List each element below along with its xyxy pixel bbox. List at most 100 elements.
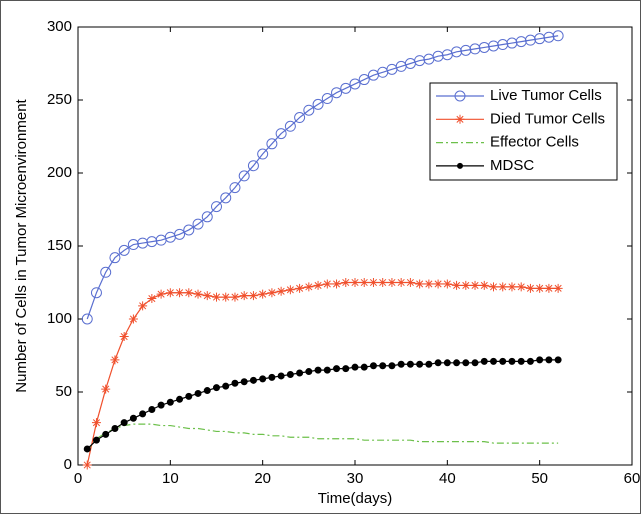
marker xyxy=(102,430,110,438)
marker xyxy=(222,382,230,390)
marker xyxy=(166,398,174,406)
marker xyxy=(138,301,148,311)
y-tick-label: 0 xyxy=(64,456,72,473)
marker xyxy=(109,252,121,264)
marker xyxy=(332,279,342,289)
marker xyxy=(127,239,139,251)
marker xyxy=(479,280,489,290)
marker xyxy=(258,289,268,299)
marker xyxy=(220,192,232,204)
marker xyxy=(174,228,186,240)
marker xyxy=(146,236,158,248)
legend-label: Live Tumor Cells xyxy=(490,87,602,104)
marker xyxy=(128,314,138,324)
marker xyxy=(176,395,184,403)
marker xyxy=(248,291,258,301)
marker xyxy=(369,362,377,370)
marker xyxy=(229,182,241,194)
marker xyxy=(525,283,535,293)
marker xyxy=(515,36,527,48)
marker xyxy=(359,278,369,287)
marker xyxy=(312,98,324,110)
marker xyxy=(416,360,424,368)
marker xyxy=(497,39,509,51)
marker xyxy=(536,356,544,364)
x-tick-label: 40 xyxy=(439,470,456,487)
marker xyxy=(148,406,156,414)
marker xyxy=(545,356,553,364)
marker xyxy=(321,93,333,105)
marker xyxy=(471,359,479,367)
marker xyxy=(406,360,414,368)
marker xyxy=(193,289,203,299)
marker xyxy=(296,369,304,377)
marker xyxy=(82,460,92,470)
marker xyxy=(81,313,93,325)
marker xyxy=(405,278,415,287)
marker xyxy=(175,288,185,298)
marker xyxy=(341,278,351,287)
marker xyxy=(277,372,285,380)
marker xyxy=(490,357,497,365)
marker xyxy=(157,401,165,409)
marker xyxy=(331,87,343,99)
marker xyxy=(443,359,451,367)
marker xyxy=(524,34,536,46)
marker xyxy=(314,366,322,374)
legend-marker xyxy=(457,162,463,169)
y-tick-label: 150 xyxy=(47,237,72,254)
marker xyxy=(230,292,240,302)
y-tick-label: 50 xyxy=(55,383,72,400)
marker xyxy=(349,78,361,90)
marker xyxy=(294,112,306,124)
marker xyxy=(101,384,111,394)
marker xyxy=(342,365,350,373)
marker xyxy=(92,436,100,444)
marker xyxy=(211,201,222,213)
marker xyxy=(267,288,277,298)
y-tick-label: 100 xyxy=(47,310,72,327)
marker xyxy=(397,360,405,368)
legend-label: Effector Cells xyxy=(490,134,579,151)
marker xyxy=(100,266,112,278)
marker xyxy=(461,280,471,290)
marker xyxy=(506,37,518,49)
x-tick-label: 0 xyxy=(74,470,82,487)
marker xyxy=(388,362,396,370)
marker xyxy=(434,359,442,367)
y-axis-label: Number of Cells in Tumor Microenvironmen… xyxy=(13,98,30,392)
marker xyxy=(360,363,368,371)
marker xyxy=(534,33,546,45)
marker xyxy=(517,357,525,365)
marker xyxy=(415,279,425,289)
marker xyxy=(305,368,313,376)
marker xyxy=(358,74,370,86)
marker xyxy=(313,280,323,290)
marker xyxy=(333,365,341,373)
marker xyxy=(452,280,462,290)
marker xyxy=(266,138,278,150)
marker xyxy=(387,278,397,287)
series-line xyxy=(86,359,559,450)
marker xyxy=(202,291,212,301)
marker xyxy=(275,128,287,140)
marker xyxy=(351,363,359,371)
marker xyxy=(118,244,130,256)
marker xyxy=(508,357,516,365)
marker xyxy=(526,357,534,365)
marker xyxy=(453,359,461,367)
marker xyxy=(268,373,276,381)
marker xyxy=(554,356,562,364)
marker xyxy=(489,282,498,292)
marker xyxy=(276,286,286,296)
marker xyxy=(221,292,231,302)
marker xyxy=(544,283,554,293)
marker xyxy=(231,379,239,387)
marker xyxy=(507,282,517,292)
marker xyxy=(147,294,157,304)
legend-marker xyxy=(454,90,466,102)
marker xyxy=(552,30,564,42)
marker xyxy=(460,44,472,56)
marker xyxy=(499,357,507,365)
x-tick-label: 60 xyxy=(624,470,641,487)
